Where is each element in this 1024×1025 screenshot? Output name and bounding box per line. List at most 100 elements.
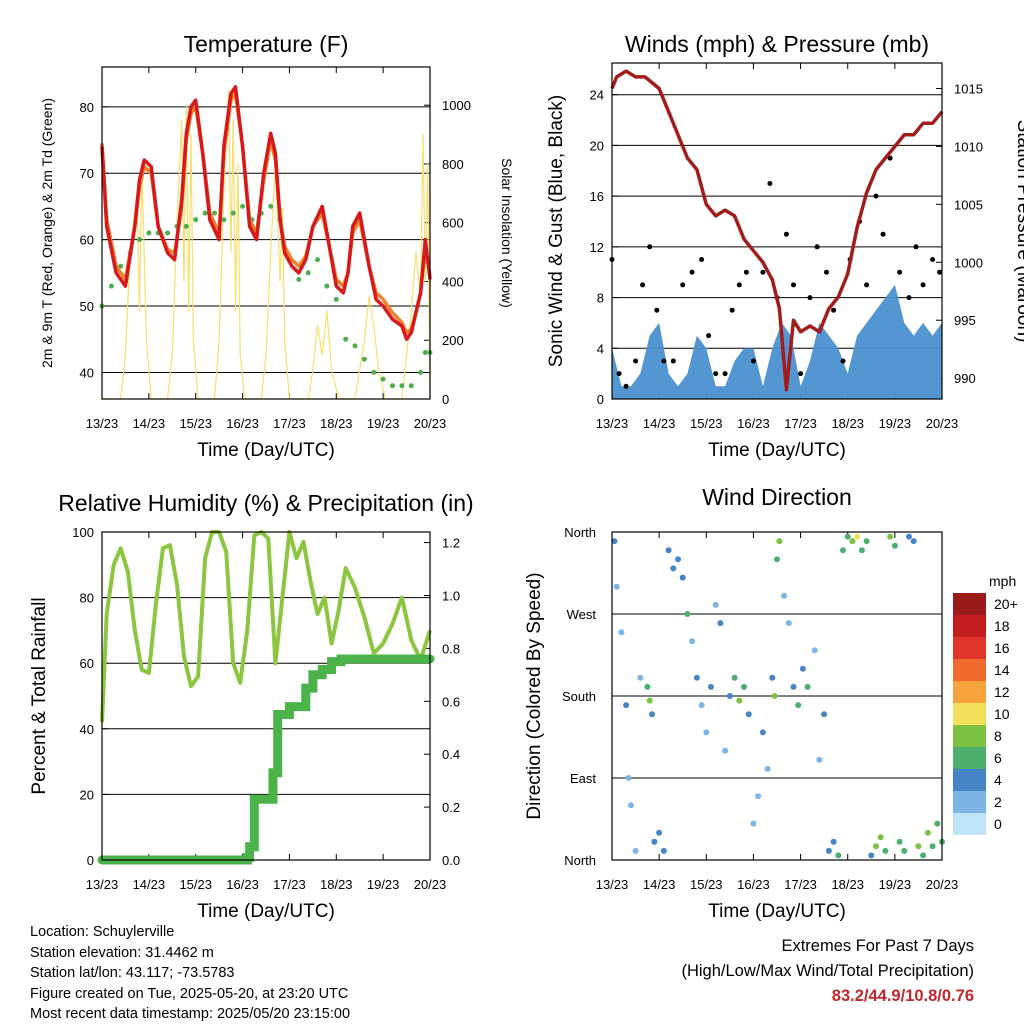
legend-swatch [953, 637, 986, 659]
data-point [684, 611, 691, 617]
x-tick-label: 19/23 [367, 416, 400, 431]
data-point [137, 237, 142, 243]
legend-swatch [953, 791, 986, 813]
y-tick-label: 12 [590, 240, 604, 255]
y2-tick-label: 600 [442, 216, 464, 231]
y-tick-label: 40 [80, 722, 94, 737]
chart-panel-1: Temperature (F)4050607080020040060080010… [39, 31, 515, 461]
data-point [390, 383, 395, 389]
x-tick-label: 15/23 [179, 877, 212, 892]
plot-frame [101, 66, 431, 400]
y-tick-label: 100 [72, 525, 94, 540]
data-point [877, 834, 884, 841]
y-tick-label: 70 [80, 166, 94, 181]
x-tick-label: 15/23 [690, 416, 723, 431]
series-temp9m [100, 91, 432, 335]
data-point [901, 847, 908, 854]
data-point [118, 263, 124, 269]
data-point [760, 269, 766, 275]
series-direction [611, 533, 945, 859]
y-tick-label: 80 [80, 100, 94, 115]
x-tick-label: 15/23 [690, 877, 723, 892]
y-tick-label: 80 [80, 591, 94, 606]
data-point [929, 843, 936, 850]
x-tick-label: 20/23 [414, 416, 447, 431]
series-line-temp9m [100, 91, 432, 335]
data-point [811, 647, 818, 654]
x-tick-label: 16/23 [226, 416, 259, 431]
x-axis-label: Time (Day/UTC) [197, 440, 335, 461]
data-point [868, 852, 875, 859]
y2-tick-label: 1000 [954, 255, 983, 270]
data-point [791, 282, 796, 288]
data-point [230, 210, 236, 216]
legend-swatch [953, 615, 986, 637]
data-point [651, 838, 658, 845]
chart-panel-3: Relative Humidity (%) & Precipitation (i… [29, 490, 474, 922]
data-point [743, 269, 749, 275]
data-point [887, 155, 893, 161]
data-point [722, 371, 728, 377]
data-point [202, 210, 208, 216]
x-axis-label: Time (Day/UTC) [197, 901, 335, 922]
y-tick-label: 60 [80, 233, 94, 248]
legend-swatch [953, 593, 986, 615]
x-tick-label: 13/23 [596, 877, 629, 892]
data-point [717, 620, 724, 627]
data-point [193, 217, 199, 223]
x-axis-label: Time (Day/UTC) [708, 440, 846, 461]
y-tick-label: 20 [590, 138, 604, 153]
y2-tick-label: 1.2 [442, 536, 460, 551]
data-point [675, 556, 681, 563]
plot-frame [101, 531, 431, 861]
series-solar [102, 89, 431, 400]
series-rh [100, 530, 432, 723]
data-point [670, 358, 676, 364]
data-point [785, 620, 792, 627]
data-point [699, 257, 705, 262]
data-point [767, 181, 773, 186]
latest-data-text: Most recent data timestamp: 2025/05/20 2… [30, 1006, 351, 1022]
data-point [108, 283, 114, 289]
data-point [824, 269, 829, 275]
x-tick-label: 20/23 [926, 877, 959, 892]
x-tick-label: 17/23 [784, 416, 817, 431]
data-point [268, 203, 274, 209]
y-tick-label: 60 [80, 656, 94, 671]
data-point [352, 343, 358, 349]
y2-tick-label: 1015 [954, 81, 983, 96]
y2-tick-label: 0.0 [442, 853, 460, 868]
data-point [854, 533, 861, 540]
x-tick-label: 16/23 [737, 416, 770, 431]
data-point [712, 601, 719, 608]
data-point [623, 383, 629, 389]
data-point [750, 358, 756, 364]
data-point [633, 358, 639, 364]
extremes-title: Extremes For Past 7 Days [781, 937, 974, 955]
y2-tick-label: 400 [442, 274, 464, 289]
y-tick-label: 8 [597, 291, 604, 306]
data-point [333, 296, 339, 302]
data-point [798, 371, 804, 377]
data-point [807, 295, 813, 301]
data-point [835, 852, 842, 859]
data-point [380, 376, 386, 382]
data-point [212, 210, 217, 216]
series-line-rh [100, 530, 432, 723]
y-axis-label: Sonic Wind & Gust (Blue, Black) [546, 95, 567, 367]
data-point [665, 547, 672, 554]
data-point [703, 729, 710, 736]
data-point [821, 711, 828, 718]
legend-label: 6 [994, 750, 1002, 766]
data-point [654, 307, 660, 313]
data-point [814, 244, 820, 250]
data-point [708, 683, 714, 690]
y-tick-label: West [567, 607, 597, 622]
x-tick-label: 18/23 [831, 877, 864, 892]
data-point [689, 269, 695, 275]
data-point [660, 847, 667, 854]
data-point [906, 295, 912, 301]
y2-tick-label: 990 [954, 371, 976, 386]
y2-tick-label: 0.6 [442, 694, 460, 709]
